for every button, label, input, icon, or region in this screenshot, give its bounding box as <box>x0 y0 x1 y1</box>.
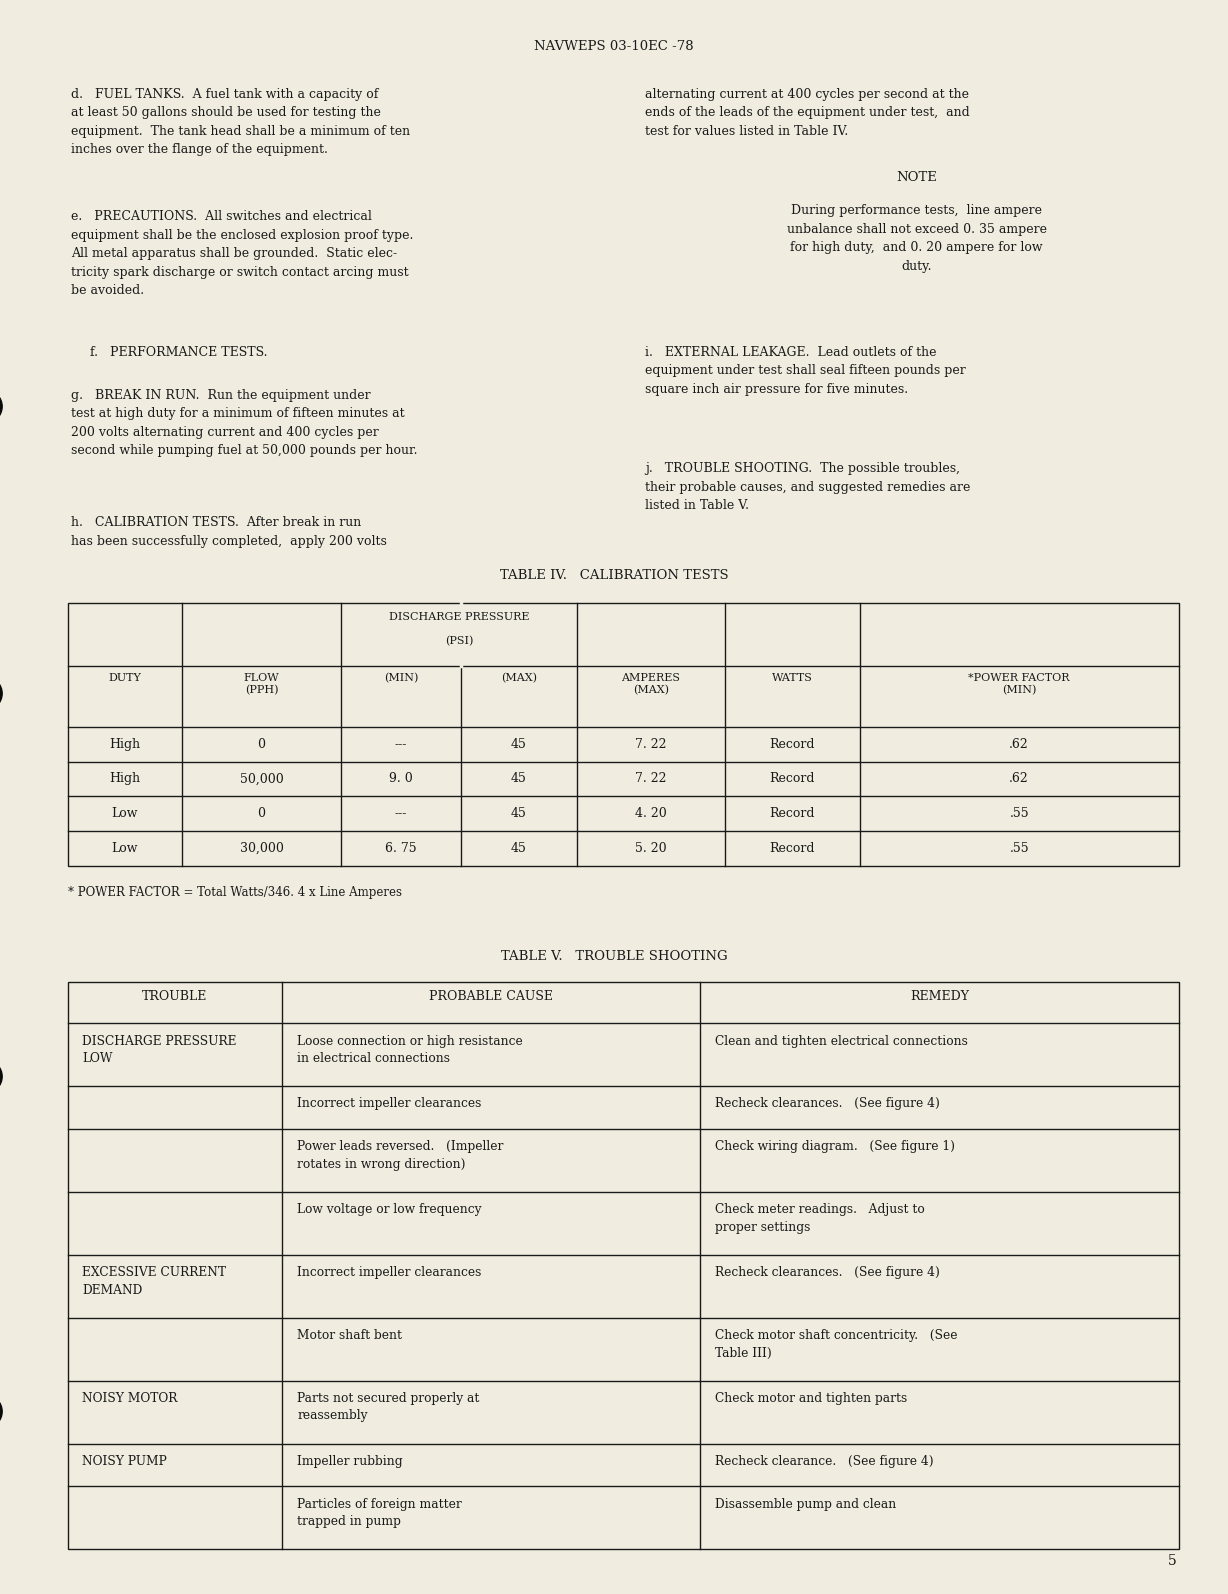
Text: .62: .62 <box>1009 773 1029 786</box>
Text: 5: 5 <box>1168 1554 1176 1568</box>
Text: Loose connection or high resistance
in electrical connections: Loose connection or high resistance in e… <box>297 1035 523 1065</box>
Text: High: High <box>109 738 140 751</box>
Text: Particles of foreign matter
trapped in pump: Particles of foreign matter trapped in p… <box>297 1498 462 1529</box>
Text: d.   FUEL TANKS.  A fuel tank with a capacity of
at least 50 gallons should be u: d. FUEL TANKS. A fuel tank with a capaci… <box>71 88 410 156</box>
Text: .55: .55 <box>1009 842 1029 854</box>
Text: 7. 22: 7. 22 <box>635 738 667 751</box>
Bar <box>68 603 1179 866</box>
Text: Low: Low <box>112 807 138 819</box>
Text: NAVWEPS 03-10EC -78: NAVWEPS 03-10EC -78 <box>534 40 694 53</box>
Text: Record: Record <box>769 738 815 751</box>
Text: EXCESSIVE CURRENT
DEMAND: EXCESSIVE CURRENT DEMAND <box>82 1266 226 1296</box>
Text: Low: Low <box>112 842 138 854</box>
Text: Incorrect impeller clearances: Incorrect impeller clearances <box>297 1097 481 1111</box>
Text: Record: Record <box>769 842 815 854</box>
Text: NOTE: NOTE <box>896 171 937 183</box>
Text: Check motor and tighten parts: Check motor and tighten parts <box>715 1392 907 1404</box>
Bar <box>68 982 1179 1549</box>
Text: Incorrect impeller clearances: Incorrect impeller clearances <box>297 1266 481 1278</box>
Text: FLOW
(PPH): FLOW (PPH) <box>243 673 280 695</box>
Text: TABLE IV.   CALIBRATION TESTS: TABLE IV. CALIBRATION TESTS <box>500 569 728 582</box>
Text: (PSI): (PSI) <box>445 636 474 646</box>
Text: 45: 45 <box>511 842 527 854</box>
Text: 45: 45 <box>511 738 527 751</box>
Text: Check meter readings.   Adjust to
proper settings: Check meter readings. Adjust to proper s… <box>715 1203 925 1234</box>
Text: alternating current at 400 cycles per second at the
ends of the leads of the equ: alternating current at 400 cycles per se… <box>645 88 969 137</box>
Text: ---: --- <box>394 807 408 819</box>
Text: Record: Record <box>769 807 815 819</box>
Text: TROUBLE: TROUBLE <box>142 990 208 1003</box>
Text: 9. 0: 9. 0 <box>389 773 413 786</box>
Text: Low voltage or low frequency: Low voltage or low frequency <box>297 1203 481 1216</box>
Text: Disassemble pump and clean: Disassemble pump and clean <box>715 1498 896 1511</box>
Text: ---: --- <box>394 738 408 751</box>
Text: .62: .62 <box>1009 738 1029 751</box>
Text: Check motor shaft concentricity.   (See
Table III): Check motor shaft concentricity. (See Ta… <box>715 1329 957 1360</box>
Text: 0: 0 <box>258 807 265 819</box>
Text: e.   PRECAUTIONS.  All switches and electrical
equipment shall be the enclosed e: e. PRECAUTIONS. All switches and electri… <box>71 210 414 298</box>
Text: 6. 75: 6. 75 <box>386 842 416 854</box>
Text: *POWER FACTOR
(MIN): *POWER FACTOR (MIN) <box>969 673 1070 695</box>
Text: * POWER FACTOR = Total Watts/346. 4 x Line Amperes: * POWER FACTOR = Total Watts/346. 4 x Li… <box>68 886 402 899</box>
Text: 5. 20: 5. 20 <box>635 842 667 854</box>
Text: 45: 45 <box>511 773 527 786</box>
Text: j.   TROUBLE SHOOTING.  The possible troubles,
their probable causes, and sugges: j. TROUBLE SHOOTING. The possible troubl… <box>645 462 970 512</box>
Text: 7. 22: 7. 22 <box>635 773 667 786</box>
Text: 50,000: 50,000 <box>239 773 284 786</box>
Text: Motor shaft bent: Motor shaft bent <box>297 1329 403 1342</box>
Text: Parts not secured properly at
reassembly: Parts not secured properly at reassembly <box>297 1392 480 1422</box>
Text: Check wiring diagram.   (See figure 1): Check wiring diagram. (See figure 1) <box>715 1140 954 1154</box>
Text: WATTS: WATTS <box>771 673 813 682</box>
Text: Record: Record <box>769 773 815 786</box>
Text: DISCHARGE PRESSURE
LOW: DISCHARGE PRESSURE LOW <box>82 1035 237 1065</box>
Text: AMPERES
(MAX): AMPERES (MAX) <box>621 673 680 695</box>
Text: Recheck clearances.   (See figure 4): Recheck clearances. (See figure 4) <box>715 1266 939 1278</box>
Text: Clean and tighten electrical connections: Clean and tighten electrical connections <box>715 1035 968 1047</box>
Text: DUTY: DUTY <box>108 673 141 682</box>
Text: NOISY PUMP: NOISY PUMP <box>82 1455 167 1468</box>
Text: DISCHARGE PRESSURE: DISCHARGE PRESSURE <box>389 612 529 622</box>
Text: REMEDY: REMEDY <box>910 990 969 1003</box>
Text: (MAX): (MAX) <box>501 673 537 682</box>
Text: (MIN): (MIN) <box>384 673 418 682</box>
Text: .55: .55 <box>1009 807 1029 819</box>
Text: h.   CALIBRATION TESTS.  After break in run
has been successfully completed,  ap: h. CALIBRATION TESTS. After break in run… <box>71 516 387 548</box>
Text: Recheck clearance.   (See figure 4): Recheck clearance. (See figure 4) <box>715 1455 933 1468</box>
Text: g.   BREAK IN RUN.  Run the equipment under
test at high duty for a minimum of f: g. BREAK IN RUN. Run the equipment under… <box>71 389 418 457</box>
Text: TABLE V.   TROUBLE SHOOTING: TABLE V. TROUBLE SHOOTING <box>501 950 727 963</box>
Text: 0: 0 <box>258 738 265 751</box>
Text: NOISY MOTOR: NOISY MOTOR <box>82 1392 178 1404</box>
Text: PROBABLE CAUSE: PROBABLE CAUSE <box>430 990 553 1003</box>
Text: 45: 45 <box>511 807 527 819</box>
Text: High: High <box>109 773 140 786</box>
Text: Recheck clearances.   (See figure 4): Recheck clearances. (See figure 4) <box>715 1097 939 1111</box>
Text: f.   PERFORMANCE TESTS.: f. PERFORMANCE TESTS. <box>90 346 268 359</box>
Text: Impeller rubbing: Impeller rubbing <box>297 1455 403 1468</box>
Text: 30,000: 30,000 <box>239 842 284 854</box>
Text: During performance tests,  line ampere
unbalance shall not exceed 0. 35 ampere
f: During performance tests, line ampere un… <box>787 204 1046 273</box>
Text: i.   EXTERNAL LEAKAGE.  Lead outlets of the
equipment under test shall seal fift: i. EXTERNAL LEAKAGE. Lead outlets of the… <box>645 346 965 395</box>
Text: 4. 20: 4. 20 <box>635 807 667 819</box>
Text: Power leads reversed.   (Impeller
rotates in wrong direction): Power leads reversed. (Impeller rotates … <box>297 1140 503 1170</box>
